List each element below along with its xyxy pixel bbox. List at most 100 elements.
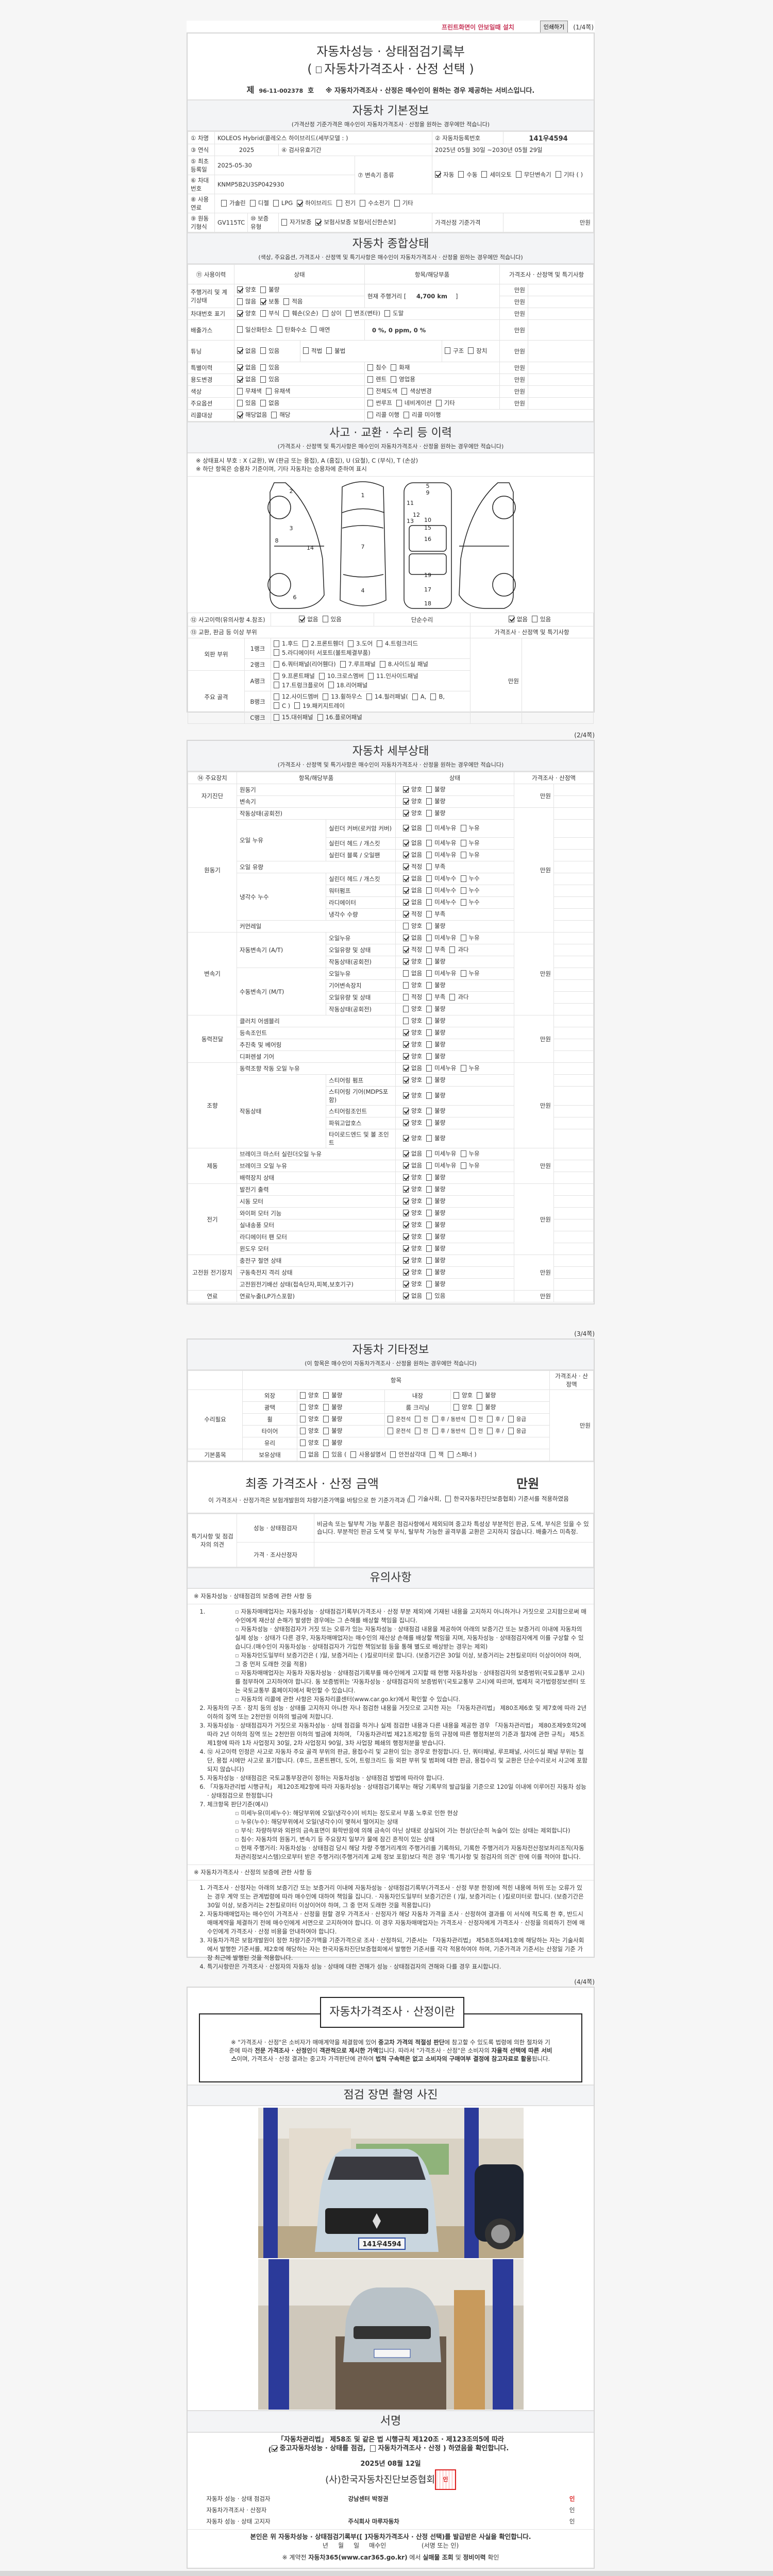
checkbox-icon[interactable] xyxy=(260,364,266,371)
checkbox-icon[interactable] xyxy=(260,376,266,383)
checkbox-option[interactable]: 적정 xyxy=(403,862,422,871)
checkbox-icon[interactable] xyxy=(426,946,432,953)
checkbox-icon[interactable] xyxy=(430,693,436,700)
checked-checkbox-icon[interactable] xyxy=(237,364,243,371)
checkbox-option[interactable]: 누수 xyxy=(460,898,480,906)
checkbox-option[interactable]: 안전삼각대 xyxy=(390,1450,426,1459)
checkbox-icon[interactable] xyxy=(367,411,373,418)
checkbox-icon[interactable] xyxy=(426,1209,432,1216)
checked-checkbox-icon[interactable] xyxy=(435,171,441,178)
checkbox-icon[interactable] xyxy=(426,875,432,882)
checkbox-option[interactable]: 있음 xyxy=(260,347,279,355)
checked-checkbox-icon[interactable] xyxy=(403,1076,409,1083)
checkbox-icon[interactable] xyxy=(300,1451,306,1458)
checkbox-option[interactable]: 부족 xyxy=(426,910,445,918)
checkbox-option[interactable]: 화재 xyxy=(391,363,410,371)
checked-checkbox-icon[interactable] xyxy=(403,1245,409,1252)
checked-checkbox-icon[interactable] xyxy=(403,1233,409,1240)
checkbox-option[interactable]: 운전석 xyxy=(388,1427,411,1435)
checkbox-option[interactable]: 양호 xyxy=(403,1040,422,1048)
checkbox-option[interactable]: 잭 xyxy=(430,1450,444,1459)
checkbox-icon[interactable] xyxy=(426,1280,432,1287)
checked-checkbox-icon[interactable] xyxy=(403,1134,409,1142)
checkbox-icon[interactable] xyxy=(300,1392,306,1399)
checkbox-option[interactable]: 불량 xyxy=(477,1391,496,1399)
checkbox-option[interactable]: 매연 xyxy=(311,326,330,334)
checkbox-icon[interactable] xyxy=(469,1427,476,1434)
checkbox-option[interactable]: 후 / xyxy=(487,1415,504,1423)
checkbox-icon[interactable] xyxy=(328,682,334,688)
checkbox-option[interactable]: 누유 xyxy=(460,824,480,832)
checkbox-option[interactable]: 미세누수 xyxy=(426,886,457,894)
checkbox-icon[interactable] xyxy=(283,310,290,317)
checkbox-icon[interactable] xyxy=(414,1415,421,1422)
checkbox-option[interactable]: 많음 xyxy=(237,297,256,306)
checkbox-icon[interactable] xyxy=(367,376,373,383)
checked-checkbox-icon[interactable] xyxy=(271,2445,277,2452)
checkbox-option[interactable]: 양호 xyxy=(300,1415,319,1423)
checked-checkbox-icon[interactable] xyxy=(403,1268,409,1276)
checkbox-option[interactable]: 17.트렁크플로어 xyxy=(274,681,324,689)
checkbox-icon[interactable] xyxy=(468,347,474,354)
checkbox-option[interactable]: C ) xyxy=(274,702,290,709)
checkbox-option[interactable]: 기타 xyxy=(394,199,413,207)
checkbox-icon[interactable] xyxy=(391,376,397,383)
checkbox-option[interactable]: 불량 xyxy=(426,1134,445,1142)
checkbox-icon[interactable] xyxy=(403,993,409,1001)
checkbox-option[interactable]: 미세누유 xyxy=(426,934,457,942)
checkbox-option[interactable]: 불량 xyxy=(426,1040,445,1048)
checkbox-icon[interactable] xyxy=(260,399,266,406)
checkbox-option[interactable]: 미세누유 xyxy=(426,824,457,832)
checkbox-option[interactable]: 누유 xyxy=(460,851,480,859)
checkbox-option[interactable]: 15.대쉬패널 xyxy=(274,713,313,721)
checkbox-option[interactable]: 있음 xyxy=(322,615,342,623)
checkbox-icon[interactable] xyxy=(426,1185,432,1193)
checkbox-icon[interactable] xyxy=(274,640,279,647)
checkbox-option[interactable]: 불량 xyxy=(426,1118,445,1127)
checkbox-option[interactable]: 부식 xyxy=(260,309,279,317)
checked-checkbox-icon[interactable] xyxy=(403,887,409,894)
checkbox-option[interactable]: 불량 xyxy=(426,1005,445,1013)
checkbox-option[interactable]: 불량 xyxy=(426,1268,445,1276)
checkbox-option[interactable]: 불량 xyxy=(426,1209,445,1217)
checked-checkbox-icon[interactable] xyxy=(403,1119,409,1126)
checkbox-icon[interactable] xyxy=(460,824,466,832)
checkbox-option[interactable]: 전 xyxy=(414,1427,428,1435)
checkbox-icon[interactable] xyxy=(508,1427,514,1434)
checkbox-option[interactable]: 1.후드 xyxy=(274,639,298,648)
checkbox-icon[interactable] xyxy=(447,1451,453,1458)
checkbox-option[interactable]: 7.루프패널 xyxy=(340,660,376,668)
checkbox-option[interactable]: 훼손(오손) xyxy=(283,309,318,317)
checkbox-option[interactable]: 적정 xyxy=(403,945,422,954)
checkbox-option[interactable]: 전체도색 xyxy=(367,387,397,395)
checkbox-icon[interactable] xyxy=(460,970,466,977)
checkbox-option[interactable]: 누유 xyxy=(460,1161,480,1170)
checkbox-option[interactable]: 후 / 동반석 xyxy=(432,1427,466,1435)
checkbox-option[interactable]: 부족 xyxy=(426,862,445,871)
checked-checkbox-icon[interactable] xyxy=(237,411,243,418)
checkbox-option[interactable]: 양호 xyxy=(403,1107,422,1115)
checkbox-option[interactable]: B, xyxy=(430,693,445,700)
checked-checkbox-icon[interactable] xyxy=(315,218,322,226)
checkbox-option[interactable]: 리콜 미이행 xyxy=(403,411,441,419)
checkbox-icon[interactable] xyxy=(426,1221,432,1228)
checkbox-option[interactable]: 구조 xyxy=(445,347,464,355)
checkbox-icon[interactable] xyxy=(388,1427,393,1434)
checkbox-icon[interactable] xyxy=(460,1064,466,1072)
checkbox-icon[interactable] xyxy=(323,1415,329,1422)
checkbox-icon[interactable] xyxy=(323,1439,329,1446)
checkbox-icon[interactable] xyxy=(555,171,561,178)
checkbox-option[interactable]: 썬루프 xyxy=(367,399,392,407)
checkbox-option[interactable]: 디젤 xyxy=(249,199,269,207)
checkbox-option[interactable]: 불량 xyxy=(323,1415,342,1423)
checkbox-icon[interactable] xyxy=(426,1107,432,1114)
checkbox-option[interactable]: 양호 xyxy=(403,1091,422,1099)
checked-checkbox-icon[interactable] xyxy=(237,347,243,354)
checkbox-icon[interactable] xyxy=(515,171,522,178)
checkbox-option[interactable]: 기타 xyxy=(435,399,455,407)
checkbox-option[interactable]: 없음 xyxy=(403,1161,422,1170)
checkbox-option[interactable]: 미세누유 xyxy=(426,1149,457,1158)
checkbox-icon[interactable] xyxy=(426,824,432,832)
checkbox-icon[interactable] xyxy=(340,660,346,668)
checkbox-icon[interactable] xyxy=(460,1150,466,1157)
